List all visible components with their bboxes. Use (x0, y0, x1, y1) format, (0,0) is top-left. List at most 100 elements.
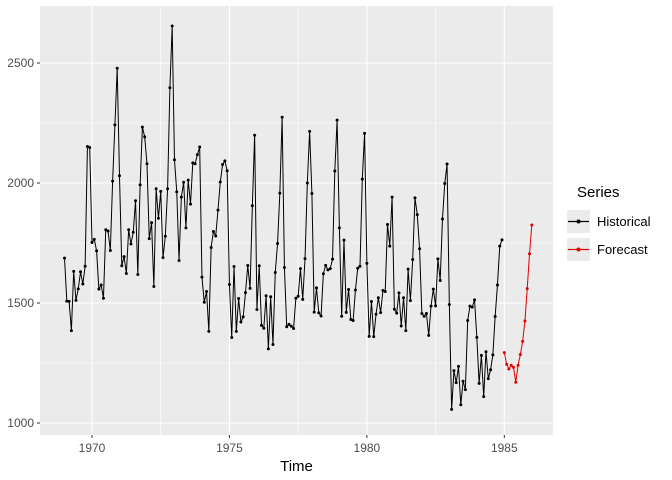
historical-point (491, 353, 495, 357)
y-tick-label: 2000 (7, 176, 34, 190)
historical-point (310, 192, 314, 196)
historical-point (466, 319, 470, 323)
historical-point (67, 299, 71, 303)
historical-point (285, 325, 289, 329)
historical-point (76, 287, 80, 291)
historical-point (314, 286, 318, 290)
legend-item-historical: Historical (567, 210, 650, 233)
forecast-point (521, 339, 525, 343)
historical-point (317, 311, 321, 315)
historical-point (104, 228, 108, 232)
historical-point (269, 295, 273, 299)
historical-point (468, 304, 472, 308)
historical-point (500, 238, 504, 242)
historical-point (108, 248, 112, 252)
historical-point (83, 264, 87, 268)
historical-point (63, 256, 67, 260)
historical-point (308, 129, 312, 133)
historical-point (95, 249, 99, 253)
historical-point (386, 223, 389, 227)
historical-point (179, 195, 183, 199)
historical-point (186, 178, 190, 182)
historical-point (122, 255, 126, 259)
historical-point (136, 272, 140, 276)
forecast-point (528, 252, 532, 256)
historical-point (392, 307, 396, 311)
historical-point (257, 264, 261, 268)
x-tick-label: 1985 (491, 441, 518, 455)
historical-point (326, 268, 330, 272)
historical-key-glyph-icon (568, 219, 589, 224)
historical-point (342, 238, 346, 242)
forecast-point (525, 287, 529, 291)
historical-point (420, 312, 424, 316)
historical-point (365, 261, 369, 265)
historical-point (221, 163, 225, 167)
historical-point (337, 226, 341, 230)
historical-point (88, 145, 92, 149)
historical-point (115, 66, 119, 70)
historical-point (156, 216, 160, 220)
historical-point (498, 244, 502, 248)
historical-point (399, 324, 403, 328)
historical-point (461, 379, 465, 383)
forecast-point (530, 223, 534, 227)
historical-point (484, 350, 488, 354)
historical-point (127, 228, 131, 232)
historical-point (282, 265, 286, 269)
historical-point (402, 296, 406, 300)
historical-point (143, 135, 147, 139)
historical-point (429, 304, 433, 308)
historical-point (166, 187, 170, 191)
historical-point (113, 123, 117, 127)
legend-key-historical (567, 210, 590, 233)
forecast-point (505, 362, 509, 366)
historical-point (440, 217, 444, 221)
forecast-point (507, 367, 511, 371)
historical-point (120, 264, 124, 268)
historical-point (117, 174, 121, 178)
historical-point (475, 335, 479, 339)
historical-point (418, 247, 422, 251)
historical-point (445, 162, 449, 166)
historical-point (170, 24, 174, 28)
historical-point (193, 162, 197, 166)
historical-point (289, 324, 293, 328)
historical-point (223, 159, 227, 163)
historical-point (182, 180, 186, 184)
x-tick-label: 1980 (354, 441, 381, 455)
forecast-point (523, 319, 527, 323)
historical-point (298, 267, 302, 271)
x-tick-label: 1970 (79, 441, 106, 455)
historical-point (225, 169, 229, 173)
historical-point (376, 296, 380, 300)
historical-point (479, 353, 483, 357)
historical-point (230, 336, 234, 340)
historical-point (246, 264, 250, 268)
historical-point (335, 118, 339, 122)
forecast-point (514, 380, 518, 384)
historical-point (154, 187, 158, 191)
historical-point (305, 181, 309, 185)
historical-point (209, 246, 213, 250)
legend: Series Historical Forecast (567, 184, 650, 266)
historical-point (358, 264, 362, 268)
historical-point (276, 241, 280, 245)
historical-point (436, 257, 440, 261)
historical-point (413, 196, 417, 200)
historical-point (145, 162, 149, 166)
historical-point (303, 257, 307, 261)
historical-point (237, 296, 241, 300)
historical-point (351, 319, 355, 323)
forecast-point (502, 351, 506, 355)
legend-item-forecast: Forecast (567, 238, 650, 261)
historical-point (454, 381, 458, 385)
historical-point (111, 179, 115, 183)
historical-point (216, 208, 220, 212)
historical-line (64, 25, 503, 410)
historical-point (198, 145, 202, 149)
historical-point (381, 289, 385, 293)
historical-point (390, 195, 394, 199)
